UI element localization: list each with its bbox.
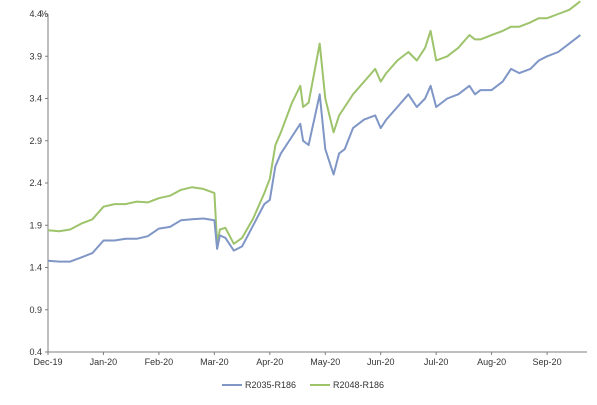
y-tick-label: 0.4 <box>29 347 42 357</box>
y-tick-label: 2.4 <box>29 178 42 188</box>
x-tick-label: Jul-20 <box>424 357 449 367</box>
y-tick-label: 3.9 <box>29 51 42 61</box>
x-tick-label: Mar-20 <box>200 357 229 367</box>
legend: R2035-R186 R2048-R186 <box>222 380 384 390</box>
x-tick-label: Dec-19 <box>33 357 62 367</box>
y-unit-label: % <box>40 9 48 19</box>
x-tick-label: May-20 <box>310 357 340 367</box>
y-tick-label: 1.4 <box>29 263 42 273</box>
x-tick-label: Aug-20 <box>477 357 506 367</box>
y-axis: 0.4 0.9 1.4 1.9 2.4 2.9 3.4 3.9 4.4 <box>29 9 49 357</box>
x-tick-label: Apr-20 <box>256 357 283 367</box>
series-line-R2035-R186 <box>47 34 581 263</box>
x-tick-label: Sep-20 <box>533 357 562 367</box>
y-tick-label: 2.9 <box>29 136 42 146</box>
x-tick-label: Feb-20 <box>145 357 174 367</box>
x-tick-label: Jan-20 <box>90 357 118 367</box>
series-layer <box>47 0 581 263</box>
x-axis: Dec-19 Jan-20 Feb-20 Mar-20 Apr-20 May-20 Jun-… <box>33 351 587 367</box>
y-tick-label: 4.4 <box>29 9 42 19</box>
y-tick-label: 1.9 <box>29 220 42 230</box>
x-tick-label: Jun-20 <box>367 357 395 367</box>
series-line-R2048-R186 <box>47 0 581 245</box>
y-tick-label: 3.4 <box>29 94 42 104</box>
y-tick-label: 0.9 <box>29 305 42 315</box>
legend-label-R2048-R186: R2048-R186 <box>333 380 384 390</box>
legend-label-R2035-R186: R2035-R186 <box>245 380 296 390</box>
